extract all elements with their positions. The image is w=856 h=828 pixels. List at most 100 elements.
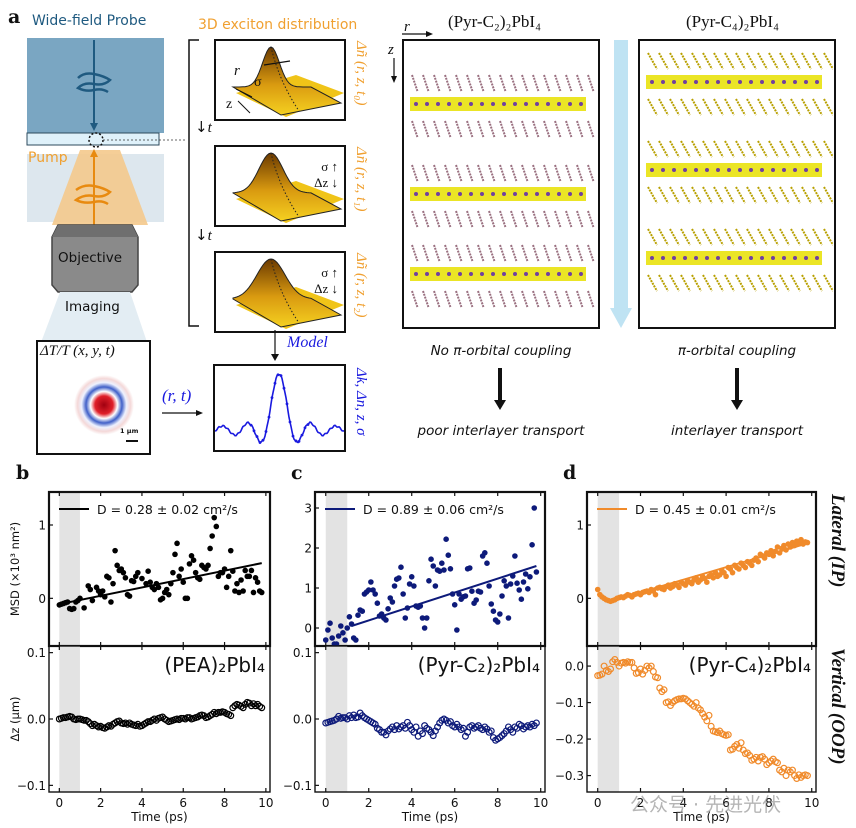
- data-point: [494, 619, 501, 625]
- iodide-atom: [568, 102, 572, 106]
- y-tick-label: 0.0: [27, 713, 46, 727]
- organic-spacer: [823, 98, 834, 116]
- organic-spacer: [823, 274, 834, 292]
- iodide-atom: [447, 102, 451, 106]
- data-point: [126, 593, 133, 599]
- data-point: [497, 611, 503, 617]
- data-point: [246, 573, 253, 580]
- organic-spacer: [647, 274, 658, 292]
- x-tick-label: 0: [322, 796, 330, 810]
- data-point: [99, 588, 106, 594]
- data-point: [342, 637, 348, 643]
- data-point: [234, 580, 240, 587]
- organic-spacer: [647, 140, 658, 158]
- x-tick-label: 0: [56, 796, 64, 810]
- organic-spacer: [768, 228, 779, 246]
- data-point: [151, 586, 158, 593]
- inorganic-layer: [646, 163, 822, 177]
- data-point: [225, 573, 232, 580]
- imaging-label: Imaging: [65, 299, 120, 315]
- data-point: [196, 576, 203, 583]
- iodide-atom: [568, 272, 572, 276]
- iodide-atom: [447, 272, 451, 276]
- right-result-arrow-icon: [731, 368, 743, 410]
- x-tick-label: 6: [722, 796, 730, 810]
- data-point: [145, 568, 151, 574]
- organic-spacer: [812, 140, 823, 158]
- distribution-title: 3D exciton distribution: [198, 17, 358, 33]
- data-point: [774, 544, 781, 550]
- organic-spacer: [702, 274, 713, 292]
- organic-spacer: [702, 186, 713, 204]
- x-tick-label: 4: [138, 796, 146, 810]
- iodide-atom: [513, 102, 517, 106]
- scale-bar-label: 1 μm: [120, 427, 139, 435]
- organic-spacer: [680, 186, 691, 204]
- model-point: [285, 402, 289, 406]
- organic-spacer: [658, 274, 669, 292]
- data-point: [208, 710, 216, 718]
- data-point: [106, 575, 112, 581]
- iodide-atom: [760, 168, 764, 172]
- x-tick-label: 10: [804, 796, 819, 810]
- data-point: [227, 712, 235, 720]
- chart-d-bottom: 0 2 4 6 8 10 −0.3 −0.2 −0.1 0.0 Time (ps) (Pyr-C₄)₂…: [555, 645, 819, 824]
- data-point: [86, 720, 94, 728]
- iodide-atom: [535, 192, 539, 196]
- data-point: [742, 564, 749, 571]
- data-point: [598, 670, 606, 678]
- data-point: [780, 764, 788, 772]
- data-point: [699, 710, 707, 718]
- organic-spacer: [790, 98, 801, 116]
- iodide-atom: [793, 80, 797, 84]
- gaussian-surface-icon: [232, 258, 344, 329]
- data-point: [660, 686, 668, 694]
- data-point: [439, 560, 445, 566]
- organic-spacer: [702, 140, 713, 158]
- model-arrow-icon: [271, 330, 279, 361]
- model-point: [294, 439, 298, 443]
- iodide-atom: [716, 256, 720, 260]
- iodide-atom: [705, 256, 709, 260]
- organic-spacer: [790, 274, 801, 292]
- organic-spacer: [680, 52, 691, 70]
- data-point: [654, 674, 662, 682]
- data-point: [252, 575, 259, 581]
- organic-spacer: [812, 274, 823, 292]
- organic-spacer: [647, 52, 658, 70]
- x-tick-label: 0: [594, 796, 602, 810]
- inorganic-layer: [646, 251, 822, 265]
- data-point: [130, 578, 137, 585]
- iodide-atom: [782, 256, 786, 260]
- gaussian-surface-icon: [232, 152, 344, 223]
- data-point: [238, 577, 244, 583]
- data-point: [701, 713, 709, 721]
- data-point: [693, 575, 699, 581]
- right-caption: π-orbital coupling: [677, 343, 797, 359]
- organic-spacer: [768, 52, 779, 70]
- organic-spacer: [724, 274, 735, 292]
- data-point: [400, 591, 406, 597]
- data-point: [172, 551, 178, 558]
- data-point: [386, 725, 394, 733]
- data-point: [213, 523, 220, 530]
- data-point: [609, 658, 617, 666]
- fit-params-label: Δk, Δn, z, σ: [353, 368, 369, 436]
- data-point: [135, 569, 141, 576]
- data-point: [89, 597, 96, 604]
- organic-spacer: [724, 98, 735, 116]
- distribution-label-0: Δñ (r, z, t₀): [353, 41, 369, 106]
- data-point: [432, 583, 439, 589]
- data-point: [423, 615, 430, 621]
- iodide-atom: [815, 168, 819, 172]
- organic-spacer: [680, 140, 691, 158]
- data-point: [736, 566, 742, 572]
- data-point: [406, 581, 413, 587]
- sigma-dz-indicator: σ ↑ Δz ↓: [314, 265, 338, 296]
- data-point: [144, 718, 152, 726]
- panel-letter-a: a: [8, 6, 21, 28]
- data-point: [787, 544, 794, 550]
- model-point: [264, 430, 268, 433]
- iodide-atom: [672, 168, 676, 172]
- organic-spacer: [790, 186, 801, 204]
